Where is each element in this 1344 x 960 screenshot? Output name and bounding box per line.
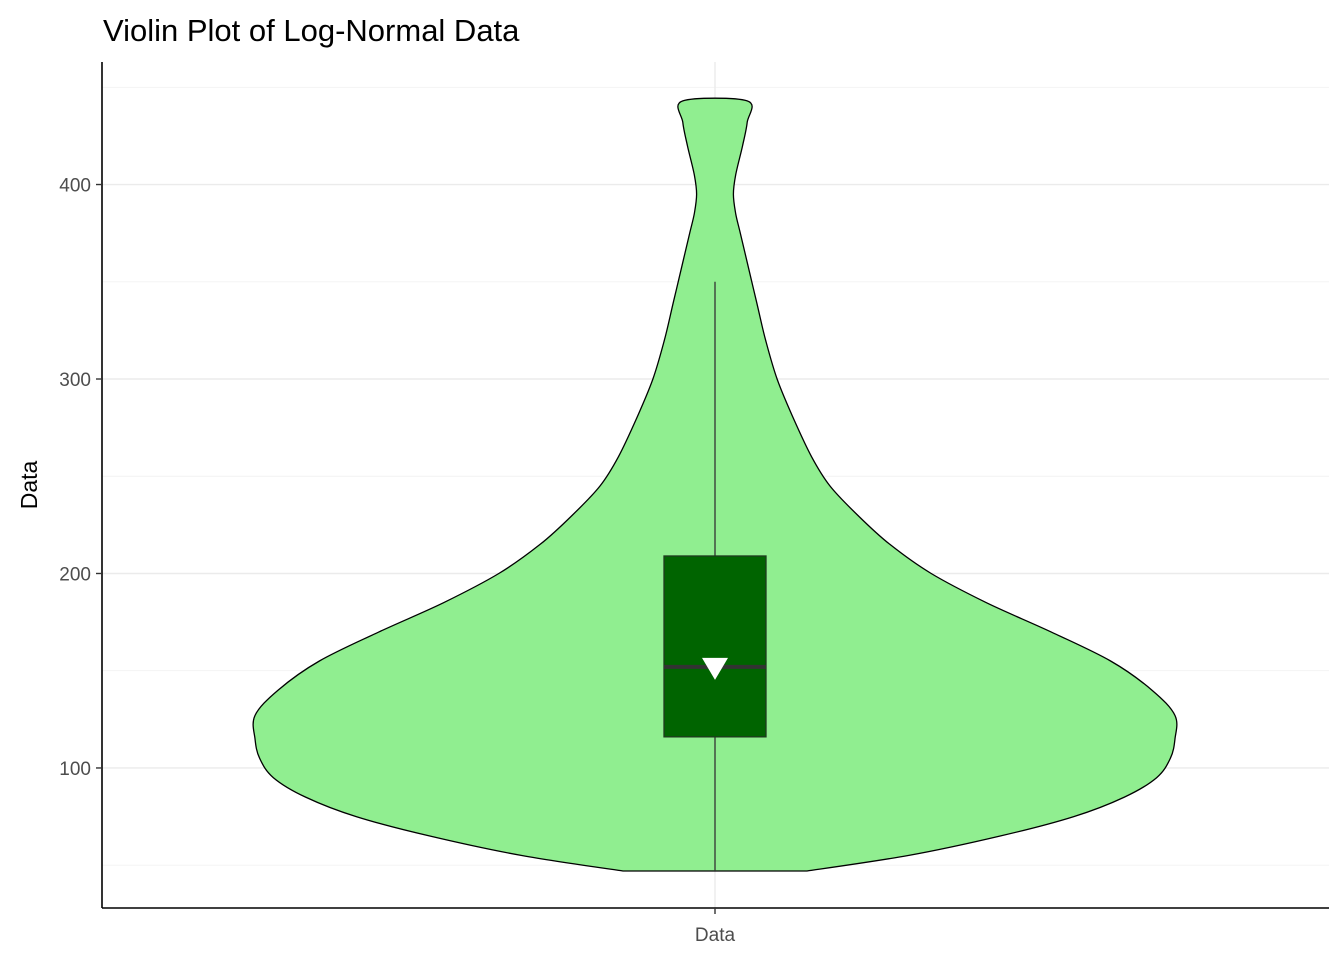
y-axis-title: Data — [16, 461, 42, 510]
chart-title: Violin Plot of Log-Normal Data — [103, 13, 520, 48]
boxplot-layer — [663, 281, 767, 872]
x-tick-label: Data — [695, 925, 736, 946]
tick-labels: 100 200 300 400 Data — [59, 176, 735, 946]
y-tick-label: 200 — [59, 564, 91, 585]
mean-marker — [702, 657, 728, 680]
y-tick-label: 100 — [59, 759, 91, 780]
y-tick-label: 400 — [59, 176, 91, 197]
box-iqr — [663, 555, 767, 738]
y-tick-label: 300 — [59, 370, 91, 391]
